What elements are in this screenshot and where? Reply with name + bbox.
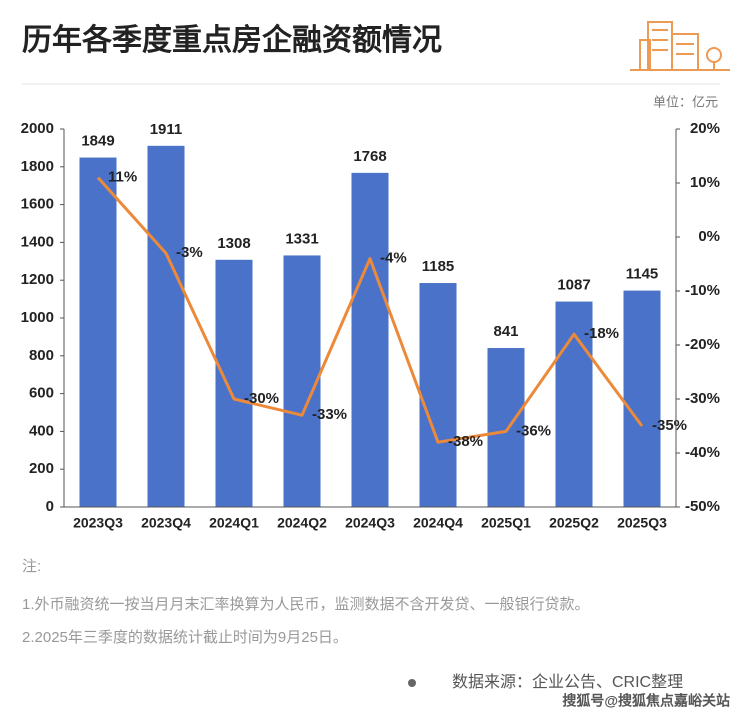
y2-tick-label: 10% [690,174,720,191]
bar [79,157,117,507]
x-tick-label: 2025Q1 [481,515,531,531]
line [96,176,644,444]
note: 1.外币融资统一按当月月末汇率换算为人民币，监测数据不含开发贷、一般银行贷款。 [22,595,590,613]
x-tick-label: 2023Q3 [73,515,123,531]
bar-value-label: 1849 [81,133,114,150]
y-tick-label: 0 [46,498,54,515]
x-tick-label: 2024Q2 [277,515,327,531]
y-tick-label: 1400 [21,233,54,250]
note: 2.2025年三季度的数据统计截止时间为9月25日。 [22,629,348,646]
line-value-label: -36% [516,422,551,439]
source: 数据来源：企业公告、CRIC整理 [452,673,683,691]
line-value-label: -33% [312,406,347,423]
line-value-label: -4% [380,250,407,267]
y-tick-label: 1800 [21,158,54,175]
bar [351,172,389,507]
bar-value-label: 1185 [422,258,455,275]
x-tick-label: 2024Q3 [345,515,395,531]
x-tick-label: 2025Q3 [617,515,667,531]
y2-tick-label: -40% [685,444,720,461]
chart-title: 历年各季度重点房企融资额情况 [22,23,442,57]
line-value-label: -30% [244,390,279,407]
logo [630,21,730,71]
bullet [408,679,416,687]
y2-tick-label: -50% [685,498,720,515]
y-tick-label: 800 [29,347,54,364]
y-tick-label: 1200 [21,271,54,288]
bar [419,283,457,507]
watermark: 搜狐号@搜狐焦点嘉峪关站 [562,693,730,709]
bar [283,255,321,507]
line-value-label: 11% [108,169,137,186]
x-tick-label: 2024Q4 [413,515,463,531]
y2-tick-label: -30% [685,390,720,407]
bar [623,290,661,507]
y-tick-label: 600 [29,385,54,402]
bar [487,348,525,507]
y-tick-label: 2000 [21,120,54,137]
bar-value-label: 1145 [626,266,659,283]
bar-value-label: 1087 [557,277,590,294]
bar-value-label: 1308 [217,235,250,252]
line-value-label: -35% [652,417,687,434]
y-tick-label: 400 [29,422,54,439]
bar [147,145,185,508]
x-tick-label: 2025Q2 [549,515,599,531]
y2-tick-label: -20% [685,336,720,353]
line-value-label: -3% [176,244,203,261]
y-tick-label: 1000 [21,309,54,326]
line-value-label: -38% [448,433,483,450]
line-value-label: -18% [584,325,619,342]
y-tick-label: 1600 [21,196,54,213]
bar-value-label: 1911 [150,121,183,138]
x-tick-label: 2023Q4 [141,515,191,531]
unit: 单位：亿元 [653,94,718,109]
bar [215,259,253,507]
y-tick-label: 200 [29,460,54,477]
bar-value-label: 1768 [353,148,386,165]
x-tick-label: 2024Q1 [209,515,259,531]
y2-tick-label: 0% [698,228,720,245]
y2-tick-label: 20% [690,120,720,137]
note: 注: [22,558,41,575]
bar-value-label: 1331 [285,230,318,247]
bar-value-label: 841 [493,323,518,340]
y2-tick-label: -10% [685,282,720,299]
